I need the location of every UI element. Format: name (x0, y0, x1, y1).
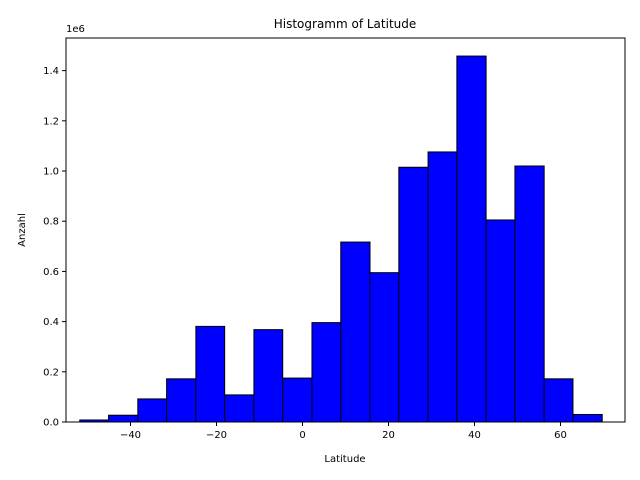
histogram-bar (543, 378, 574, 423)
histogram-bar (485, 219, 516, 423)
x-tick-label: 20 (382, 430, 395, 441)
histogram-bar (166, 378, 197, 423)
y-tick-label: 1.2 (43, 116, 59, 127)
histogram-bar (572, 413, 603, 423)
histogram-bar (340, 241, 371, 423)
x-tick-label: 60 (554, 430, 567, 441)
histogram-bar (369, 272, 400, 423)
bars-group (79, 55, 603, 423)
y-ticks-group: 0.0 0.2 0.4 0.6 0.8 1.0 1.2 1.4 (43, 66, 66, 429)
y-tick-label: 0.4 (43, 317, 59, 328)
histogram-bar (311, 322, 342, 423)
y-tick-label: 0.8 (43, 217, 59, 228)
histogram-bar (195, 325, 226, 423)
histogram-bar (427, 151, 458, 423)
histogram-bar (456, 55, 487, 423)
y-offset-label: 1e6 (66, 24, 85, 35)
y-tick-label: 1.4 (43, 66, 59, 77)
histogram-bar (224, 394, 255, 423)
x-tick-label: −20 (206, 430, 227, 441)
plot-frame (65, 37, 626, 423)
histogram-bar (282, 377, 313, 423)
histogram-bar (514, 165, 545, 423)
y-tick-label: 0.6 (43, 267, 59, 278)
y-axis-label: Anzahl (17, 213, 28, 247)
x-tick-label: 40 (468, 430, 481, 441)
histogram-bar (137, 398, 168, 423)
y-tick-label: 0.0 (43, 418, 59, 429)
x-tick-label: 0 (299, 430, 305, 441)
x-tick-label: −40 (120, 430, 141, 441)
histogram-bar (253, 329, 284, 423)
x-axis-label: Latitude (324, 454, 365, 465)
x-ticks-group: −40 −20 0 20 40 60 (120, 422, 567, 441)
y-tick-label: 0.2 (43, 367, 59, 378)
histogram-bar (108, 414, 139, 423)
y-tick-label: 1.0 (43, 167, 59, 178)
histogram-bar (398, 166, 429, 423)
chart-title: Histogramm of Latitude (274, 17, 417, 31)
